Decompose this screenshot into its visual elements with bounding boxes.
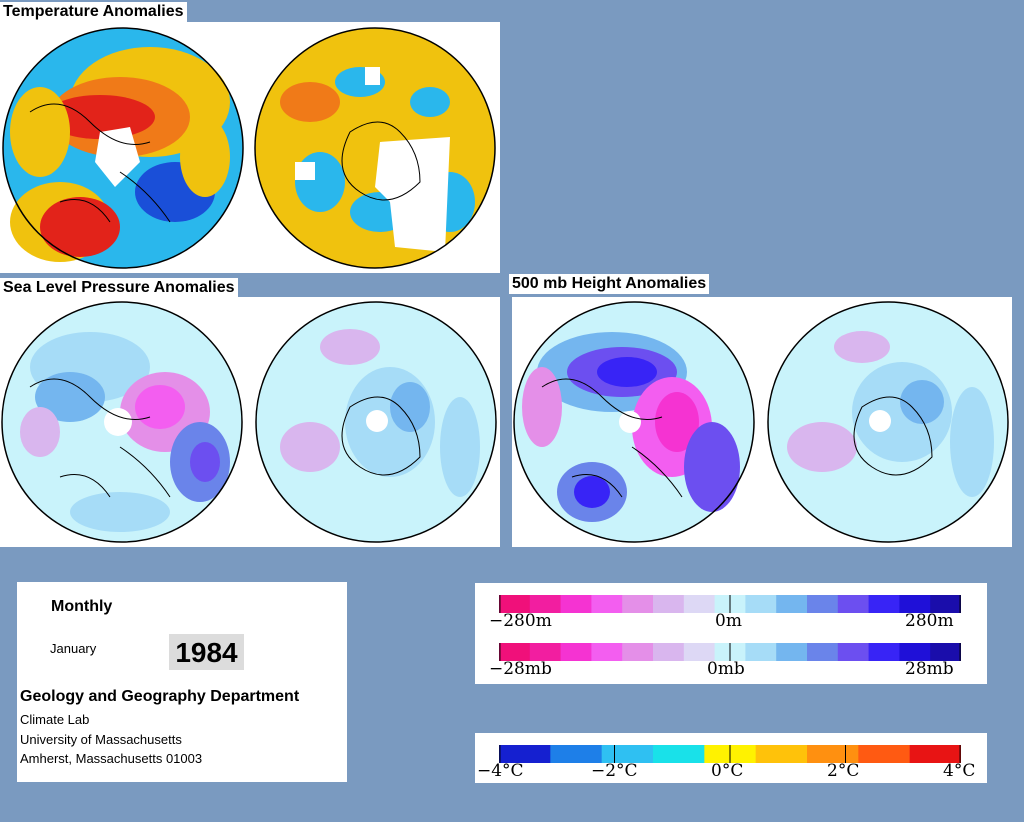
address-label: Amherst, Massachusetts 01003 bbox=[20, 751, 203, 766]
height-colorbar-swatch bbox=[529, 595, 562, 613]
pressure-colorbar-swatch bbox=[837, 643, 870, 661]
pressure-colorbar-swatch bbox=[776, 643, 808, 661]
height-globe-north bbox=[513, 301, 755, 543]
pressure-colorbar-swatch bbox=[653, 643, 685, 661]
temperature-tick-3: 0°C bbox=[711, 761, 744, 781]
height-max-label: 280m bbox=[905, 611, 954, 631]
temperature-colorbar-swatch bbox=[499, 745, 551, 763]
pressure-min-label: −28mb bbox=[489, 659, 552, 679]
pressure-mid-label: 0mb bbox=[707, 659, 745, 679]
pressure-colorbar-swatch bbox=[622, 643, 654, 661]
anomaly-legend: −280m 0m 280m −28mb 0mb 28mb bbox=[475, 583, 987, 684]
temperature-colorbar bbox=[499, 745, 961, 763]
period-label: Monthly bbox=[51, 598, 113, 615]
height-colorbar-swatch bbox=[683, 595, 716, 613]
height-colorbar-swatch bbox=[899, 595, 931, 613]
slp-globe-north bbox=[1, 301, 243, 543]
pressure-colorbar-swatch bbox=[745, 643, 777, 661]
info-box: Monthly January 1984 Geology and Geograp… bbox=[17, 582, 347, 782]
temperature-globe-south bbox=[254, 27, 496, 269]
pressure-colorbar-swatch bbox=[591, 643, 623, 661]
department-label: Geology and Geography Department bbox=[20, 688, 300, 705]
temperature-colorbar-swatch bbox=[909, 745, 961, 763]
height-colorbar-swatch bbox=[745, 595, 777, 613]
month-label: January bbox=[50, 641, 97, 656]
height-colorbar bbox=[499, 595, 961, 613]
pressure-colorbar-swatch bbox=[499, 643, 531, 661]
temperature-tick-2: −2°C bbox=[591, 761, 638, 781]
height-colorbar-swatch bbox=[807, 595, 839, 613]
temperature-colorbar-swatch bbox=[653, 745, 705, 763]
height-colorbar-swatch bbox=[837, 595, 870, 613]
lab-label: Climate Lab bbox=[20, 712, 90, 727]
temperature-colorbar-swatch bbox=[858, 745, 911, 763]
pressure-max-label: 28mb bbox=[905, 659, 954, 679]
height-min-label: −280m bbox=[489, 611, 552, 631]
height-mid-label: 0m bbox=[715, 611, 742, 631]
temperature-colorbar-swatch bbox=[755, 745, 808, 763]
pressure-colorbar bbox=[499, 643, 961, 661]
temperature-globe-north bbox=[2, 27, 244, 269]
temperature-colorbar-swatch bbox=[550, 745, 603, 763]
height-globe-south bbox=[767, 301, 1009, 543]
slp-globe-south bbox=[255, 301, 497, 543]
height-colorbar-swatch bbox=[499, 595, 531, 613]
height-colorbar-swatch bbox=[776, 595, 808, 613]
pressure-colorbar-swatch bbox=[529, 643, 562, 661]
pressure-colorbar-swatch bbox=[930, 643, 961, 661]
temperature-legend: −4°C −2°C 0°C 2°C 4°C bbox=[475, 733, 987, 783]
pressure-colorbar-swatch bbox=[807, 643, 839, 661]
height-colorbar-swatch bbox=[591, 595, 623, 613]
height-panel bbox=[512, 297, 1012, 547]
height-colorbar-swatch bbox=[868, 595, 900, 613]
pressure-colorbar-swatch bbox=[899, 643, 931, 661]
year-label: 1984 bbox=[169, 634, 244, 670]
pressure-colorbar-swatch bbox=[560, 643, 592, 661]
height-colorbar-swatch bbox=[653, 595, 685, 613]
temperature-panel bbox=[0, 22, 500, 273]
temperature-panel-title: Temperature Anomalies bbox=[0, 2, 187, 22]
pressure-colorbar-swatch bbox=[683, 643, 716, 661]
temperature-tick-1: −4°C bbox=[477, 761, 524, 781]
temperature-tick-4: 2°C bbox=[827, 761, 860, 781]
height-colorbar-swatch bbox=[930, 595, 961, 613]
height-panel-title: 500 mb Height Anomalies bbox=[509, 274, 710, 294]
temperature-tick-5: 4°C bbox=[943, 761, 976, 781]
height-colorbar-swatch bbox=[622, 595, 654, 613]
pressure-colorbar-swatch bbox=[868, 643, 900, 661]
slp-panel bbox=[0, 297, 500, 547]
slp-panel-title: Sea Level Pressure Anomalies bbox=[0, 278, 238, 298]
university-label: University of Massachusetts bbox=[20, 732, 182, 747]
height-colorbar-swatch bbox=[560, 595, 592, 613]
